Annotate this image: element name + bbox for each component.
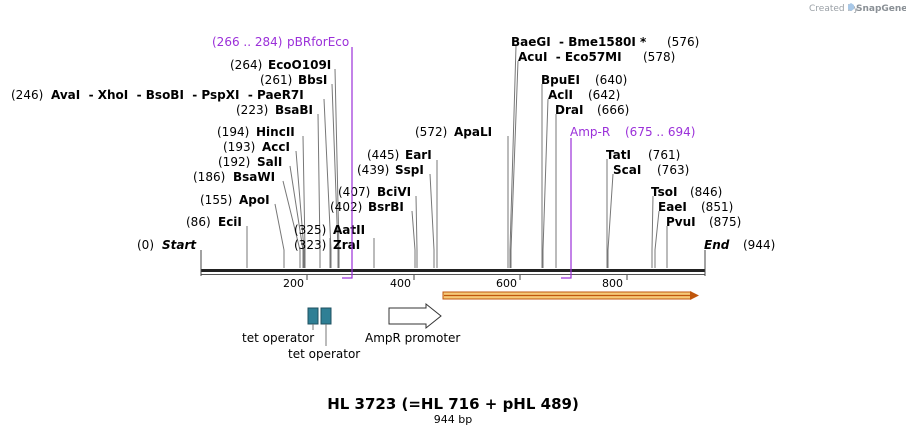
ampr-promoter-label: AmpR promoter — [365, 331, 460, 345]
site-ecii[interactable]: EciI — [218, 215, 242, 229]
site-pos-bbsi: (261) — [260, 73, 292, 87]
site-pos-tsoi: (846) — [690, 185, 722, 199]
site-pos-bsrbi: (402) — [330, 200, 362, 214]
primer-range-amp-r: (675 .. 694) — [625, 125, 695, 139]
map-title: HL 3723 (=HL 716 + pHL 489) — [327, 395, 579, 413]
ampr-cds-arrow[interactable] — [442, 291, 699, 300]
site-acci[interactable]: AccI — [262, 140, 290, 154]
tick-label-400: 400 — [390, 277, 411, 290]
tet-operator-2-label: tet operator — [288, 347, 360, 361]
site-pos-scai: (763) — [657, 163, 689, 177]
site-pos-sali: (192) — [218, 155, 250, 169]
tick-label-800: 800 — [602, 277, 623, 290]
site-apali[interactable]: ApaLI — [454, 125, 492, 139]
site-leaders-right — [509, 45, 668, 268]
site-pos-tati: (761) — [648, 148, 680, 162]
sequence-backbone — [201, 269, 705, 272]
sequence-length: 944 bp — [434, 413, 472, 426]
site-drai[interactable]: DraI — [555, 103, 583, 117]
site-hincii[interactable]: HincII — [256, 125, 295, 139]
credit-brand: SnapGene — [856, 4, 906, 14]
tick-label-600: 600 — [496, 277, 517, 290]
site-ecoo109i[interactable]: EcoO109I — [268, 58, 331, 72]
site-pos-aatii: (325) — [294, 223, 326, 237]
tet-operator-2-box[interactable] — [320, 307, 332, 325]
snapgene-logo-icon — [848, 3, 854, 11]
site-tati[interactable]: TatI — [606, 148, 631, 162]
site-pos-eaei: (851) — [701, 200, 733, 214]
end-label: End — [704, 238, 730, 252]
primer-pbrforeco[interactable] — [342, 47, 353, 279]
site-pos-ecoo109i: (264) — [230, 58, 262, 72]
site-pos-avai: (246) — [11, 88, 43, 102]
tick-label-200: 200 — [283, 277, 304, 290]
site-eaei[interactable]: EaeI — [658, 200, 687, 214]
site-bcivi[interactable]: BciVI — [377, 185, 411, 199]
site-scai[interactable]: ScaI — [613, 163, 641, 177]
site-pos-baegi: (576) — [667, 35, 699, 49]
site-pos-ecii: (86) — [186, 215, 211, 229]
site-pos-apali: (572) — [415, 125, 447, 139]
tet-operator-1-box[interactable] — [307, 307, 319, 325]
site-pos-acli: (642) — [588, 88, 620, 102]
end-position: (944) — [743, 238, 775, 252]
site-leaders-left — [246, 68, 340, 268]
site-pos-sspi: (439) — [357, 163, 389, 177]
site-eari[interactable]: EarI — [405, 148, 432, 162]
site-pos-bcivi: (407) — [338, 185, 370, 199]
site-bbsi[interactable]: BbsI — [298, 73, 327, 87]
site-pos-bsawi: (186) — [193, 170, 225, 184]
site-pvui[interactable]: PvuI — [666, 215, 696, 229]
site-apoi[interactable]: ApoI — [239, 193, 270, 207]
site-pos-eari: (445) — [367, 148, 399, 162]
start-label: Start — [162, 238, 197, 252]
site-pos-acci: (193) — [223, 140, 255, 154]
site-sali[interactable]: SalI — [257, 155, 282, 169]
site-tsoi[interactable]: TsoI — [651, 185, 677, 199]
site-baegi-group[interactable]: BaeGI - Bme1580I * — [511, 35, 647, 49]
primer-range-pbrforeco: (266 .. 284) — [212, 35, 282, 49]
site-avai-group[interactable]: AvaI - XhoI - BsoBI - PspXI - PaeR7I — [51, 88, 304, 102]
primer-name-amp-r[interactable]: Amp-R — [570, 125, 610, 139]
site-pos-drai: (666) — [597, 103, 629, 117]
site-pos-bpuei: (640) — [595, 73, 627, 87]
site-bsawi[interactable]: BsaWI — [233, 170, 275, 184]
primer-name-pbrforeco[interactable]: pBRforEco — [287, 35, 349, 49]
site-leaders-mid — [329, 136, 509, 268]
site-acui-group[interactable]: AcuI - Eco57MI — [518, 50, 622, 64]
start-position: (0) — [137, 238, 154, 252]
site-acli[interactable]: AclI — [548, 88, 573, 102]
site-bsrbi[interactable]: BsrBI — [368, 200, 404, 214]
site-pos-apoi: (155) — [200, 193, 232, 207]
ampr-promoter-arrow[interactable] — [388, 302, 442, 330]
tet-operator-1-label: tet operator — [242, 331, 314, 345]
site-pos-pvui: (875) — [709, 215, 741, 229]
credit-prefix: Created by — [809, 4, 859, 14]
site-zrai[interactable]: ZraI — [333, 238, 360, 252]
site-sspi[interactable]: SspI — [395, 163, 424, 177]
site-pos-bsabi: (223) — [236, 103, 268, 117]
primer-amp-r[interactable] — [561, 138, 572, 279]
ruler — [306, 275, 628, 280]
site-bsabi[interactable]: BsaBI — [275, 103, 313, 117]
site-pos-zrai: (323) — [294, 238, 326, 252]
site-aatii[interactable]: AatII — [333, 223, 365, 237]
sequence-backbone-strand — [201, 274, 705, 275]
site-pos-acui: (578) — [643, 50, 675, 64]
site-pos-hincii: (194) — [217, 125, 249, 139]
site-bpuei[interactable]: BpuEI — [541, 73, 580, 87]
